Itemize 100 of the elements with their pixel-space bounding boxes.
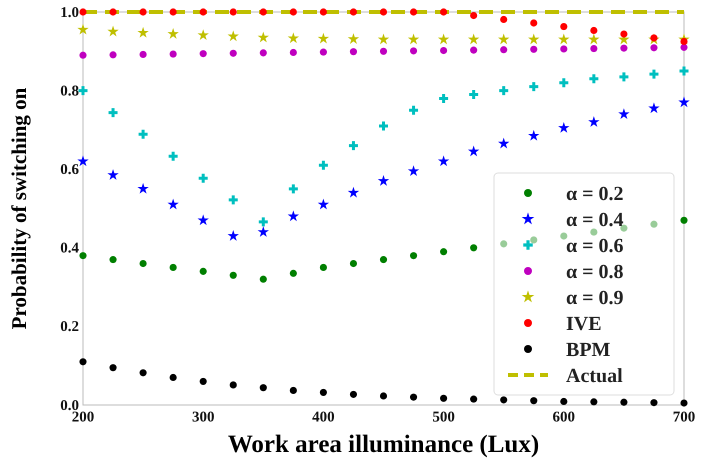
point <box>590 26 598 34</box>
point <box>468 34 480 44</box>
point <box>170 264 177 272</box>
point <box>348 141 358 150</box>
point <box>680 399 688 407</box>
point <box>320 48 327 56</box>
point <box>200 378 207 385</box>
point <box>410 394 418 401</box>
point <box>258 226 269 237</box>
point <box>410 47 418 54</box>
x-tick-label: 700 <box>672 410 696 426</box>
point <box>648 102 660 114</box>
point <box>107 26 119 36</box>
point <box>230 381 237 389</box>
point <box>620 398 628 406</box>
point <box>198 174 208 183</box>
point <box>109 364 117 372</box>
x-tick-label: 400 <box>312 410 335 426</box>
point <box>318 160 328 170</box>
point <box>140 8 147 16</box>
point <box>590 398 598 406</box>
point <box>590 44 598 52</box>
point <box>290 48 297 56</box>
point <box>680 66 688 76</box>
point <box>109 256 117 264</box>
point <box>260 276 267 283</box>
point <box>137 182 149 194</box>
point <box>529 82 538 92</box>
point <box>170 8 177 16</box>
point <box>438 34 450 44</box>
point <box>588 116 600 127</box>
point <box>588 34 600 44</box>
point <box>559 78 568 88</box>
point <box>470 46 478 54</box>
point <box>200 8 207 16</box>
x-tick-label: 300 <box>192 410 214 426</box>
point <box>168 152 178 161</box>
point <box>230 50 237 57</box>
point <box>140 260 147 268</box>
point <box>79 52 87 59</box>
point <box>468 146 480 156</box>
point <box>348 186 360 198</box>
point <box>288 210 300 222</box>
point <box>619 72 628 82</box>
point <box>258 32 269 42</box>
point <box>530 19 538 27</box>
point <box>558 122 570 133</box>
point <box>79 358 87 366</box>
point <box>77 155 89 166</box>
point <box>649 70 658 79</box>
point <box>618 108 630 120</box>
point <box>109 8 117 16</box>
point <box>440 46 448 54</box>
point <box>318 32 330 44</box>
point <box>500 396 508 404</box>
point <box>350 390 358 398</box>
point <box>498 34 510 44</box>
point <box>470 244 478 252</box>
point <box>439 94 448 103</box>
point <box>530 236 538 244</box>
legend-label: Actual <box>566 365 624 387</box>
point <box>198 29 209 40</box>
point <box>498 138 510 148</box>
legend-label: α = 0.8 <box>566 261 624 283</box>
point <box>380 48 388 55</box>
legend-label: α = 0.9 <box>566 287 624 309</box>
point <box>138 130 148 139</box>
point <box>107 169 119 180</box>
point <box>318 198 330 210</box>
point <box>470 12 478 20</box>
y-tick-label: 0.8 <box>60 83 79 100</box>
point <box>530 46 538 53</box>
point <box>500 16 508 24</box>
legend-label: α = 0.4 <box>566 209 624 231</box>
point <box>530 397 538 404</box>
point <box>380 392 388 400</box>
point <box>379 121 388 130</box>
point <box>200 268 207 275</box>
point <box>408 34 420 44</box>
point <box>620 44 628 52</box>
y-tick-label: 0.2 <box>60 319 79 336</box>
point <box>140 369 147 376</box>
y-tick-label: 1.0 <box>60 4 79 21</box>
point <box>378 175 390 186</box>
point <box>290 270 297 277</box>
point <box>109 51 117 58</box>
point <box>500 240 508 248</box>
point <box>167 198 179 210</box>
point <box>260 49 267 56</box>
point <box>260 8 267 16</box>
point <box>320 388 327 396</box>
point <box>108 108 118 118</box>
point <box>78 86 88 96</box>
point <box>228 30 239 42</box>
point <box>230 8 237 16</box>
point <box>438 155 450 166</box>
point <box>228 230 239 241</box>
point <box>620 30 628 38</box>
point <box>589 74 598 84</box>
legend-label: IVE <box>566 313 602 335</box>
